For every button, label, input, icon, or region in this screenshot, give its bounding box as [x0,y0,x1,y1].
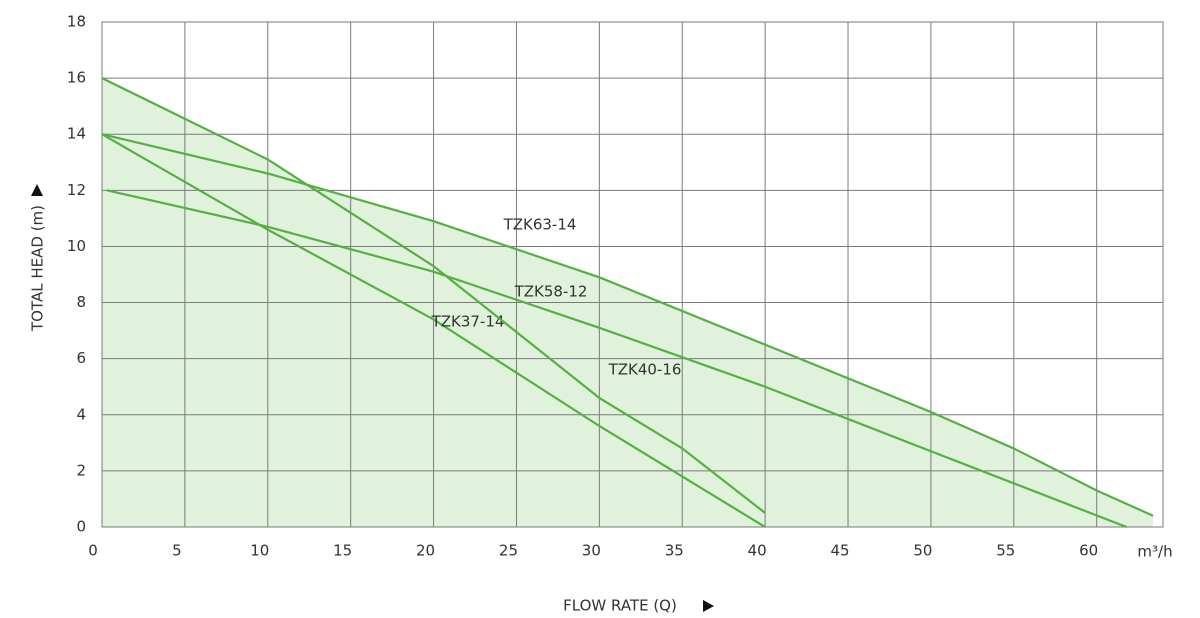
series-line [106,189,1127,529]
y-tick-label: 10 [67,237,86,255]
x-axis-arrow [703,600,714,612]
x-tick-label: 15 [333,542,352,560]
series-label: TZK58-12 [514,283,588,301]
x-tick-label: 5 [172,542,182,560]
y-axis-arrow [31,184,43,196]
x-tick-label: 55 [996,542,1015,560]
y-tick-label: 2 [76,461,86,479]
series-label: TZK40-16 [608,361,682,379]
x-tick-label: 60 [1079,542,1098,560]
x-tick-label: 35 [665,542,684,560]
x-unit: m³/h [1137,543,1172,561]
x-tick-label: 40 [748,542,767,560]
x-tick-label: 20 [416,542,435,560]
y-tick-label: 14 [67,125,86,143]
y-tick-label: 12 [67,181,86,199]
series-label: TZK63-14 [503,216,577,234]
y-tick-label: 0 [76,518,86,536]
series-line [101,133,766,528]
x-tick-label: 30 [582,542,601,560]
y-tick-label: 18 [67,13,86,31]
y-tick-label: 6 [76,349,86,367]
y-tick-label: 8 [76,293,86,311]
x-tick-label: 0 [88,542,98,560]
x-tick-label: 50 [913,542,932,560]
plot-border [101,21,1164,528]
x-tick-label: 25 [499,542,518,560]
x-tick-label: 10 [250,542,269,560]
x-tick-label: 45 [830,542,849,560]
y-tick-label: 4 [76,405,86,423]
y-tick-label: 16 [67,69,86,87]
x-axis-title: FLOW RATE (Q) [563,597,677,615]
series-line [101,77,766,514]
series-line [101,133,1154,517]
y-axis-title: TOTAL HEAD (m) [29,205,47,332]
series-label: TZK37-14 [431,313,505,331]
